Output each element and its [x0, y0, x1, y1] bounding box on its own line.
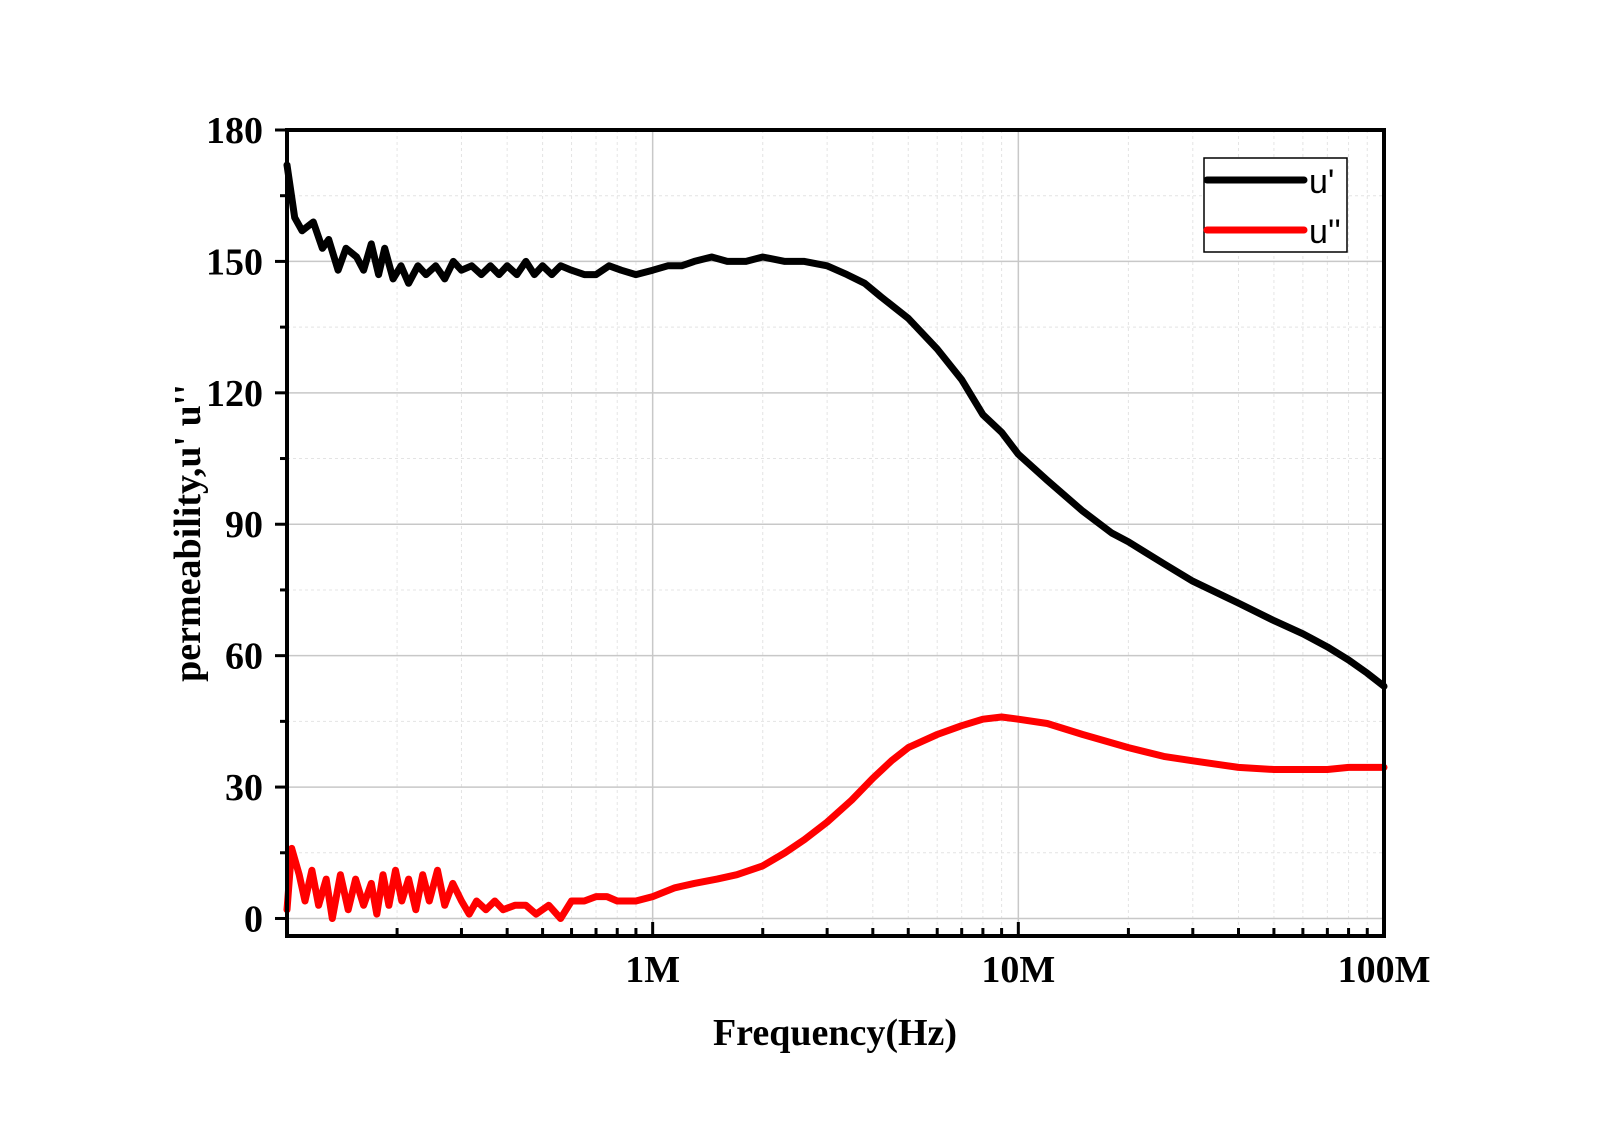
- series-line-u-double-prime: [283, 713, 1388, 922]
- x-tick-label: 1M: [625, 949, 680, 991]
- grid: [286, 129, 1384, 936]
- y-tick-label: 150: [206, 241, 263, 283]
- legend: u' u'': [1203, 157, 1348, 253]
- legend-label-u-double-prime: u'': [1309, 213, 1341, 251]
- series-layer: [283, 161, 1388, 922]
- y-tick-label: 0: [244, 898, 263, 940]
- legend-label-u-prime: u': [1309, 163, 1334, 201]
- x-axis-title: Frequency(Hz): [713, 1012, 957, 1054]
- ticks: 0 30 60 90 120 150 180 1M 10M 100M: [206, 110, 1430, 991]
- legend-box: [1203, 157, 1348, 253]
- y-tick-label: 120: [206, 373, 263, 415]
- y-tick-label: 180: [206, 110, 263, 152]
- y-axis-title: permeability,u' u'': [167, 384, 209, 682]
- axis-labels: Frequency(Hz) permeability,u' u'': [167, 384, 957, 1054]
- y-tick-label: 60: [225, 636, 263, 678]
- series-line-u-prime: [283, 161, 1388, 690]
- y-tick-label: 90: [225, 504, 263, 546]
- plot-frame: [285, 128, 1386, 938]
- x-tick-label: 100M: [1338, 949, 1431, 991]
- y-tick-label: 30: [225, 767, 263, 809]
- x-tick-label: 10M: [981, 949, 1055, 991]
